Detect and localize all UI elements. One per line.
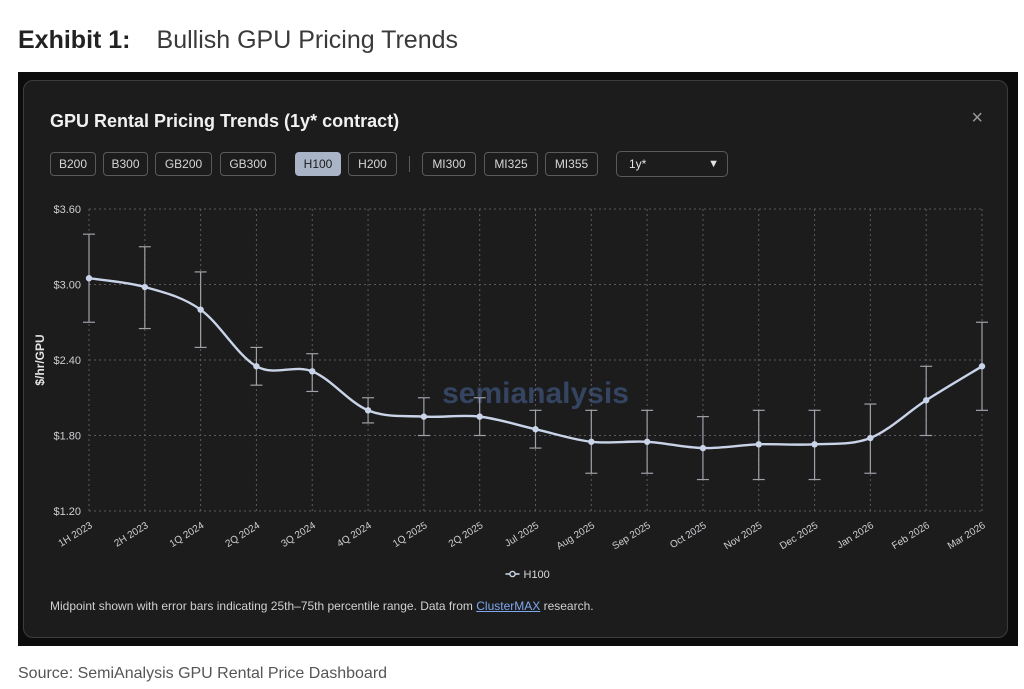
data-point [532, 426, 539, 433]
chart-panel: GPU Rental Pricing Trends (1y* contract)… [23, 80, 1008, 638]
x-tick-label: 2Q 2024 [224, 520, 263, 550]
data-point [253, 363, 260, 370]
data-point [643, 438, 651, 445]
y-tick-label: $2.40 [53, 355, 81, 367]
contract-select[interactable]: 1y* ▼ [616, 151, 728, 177]
x-tick-label: Sep 2025 [611, 520, 654, 552]
x-tick-label: Nov 2025 [722, 520, 765, 552]
y-tick-label: $1.20 [53, 506, 81, 518]
exhibit-heading: Exhibit 1: Bullish GPU Pricing Trends [18, 26, 458, 55]
chart-footnote: Midpoint shown with error bars indicatin… [50, 599, 594, 613]
y-tick-label: $1.80 [53, 431, 81, 443]
x-tick-label: Jan 2026 [835, 520, 876, 551]
data-point [755, 441, 762, 448]
exhibit-label: Exhibit 1: [18, 26, 131, 54]
close-icon[interactable]: × [971, 107, 983, 129]
legend-label: H100 [524, 569, 550, 581]
gpu-button-mi325[interactable]: MI325 [484, 152, 538, 176]
pricing-chart: semianalysis$1.20$1.80$2.40$3.00$3.601H … [33, 204, 988, 581]
x-tick-label: 2Q 2025 [447, 520, 486, 550]
gpu-button-gb300[interactable]: GB300 [220, 152, 276, 176]
source-note: Source: SemiAnalysis GPU Rental Price Da… [18, 665, 388, 682]
x-tick-label: Aug 2025 [555, 520, 598, 552]
contract-select-value: 1y* [629, 157, 647, 171]
data-point [309, 368, 316, 375]
exhibit-title: Bullish GPU Pricing Trends [156, 26, 459, 54]
data-point [476, 413, 483, 420]
data-point [867, 434, 874, 442]
y-tick-label: $3.60 [53, 204, 81, 216]
gpu-button-h200[interactable]: H200 [348, 152, 397, 176]
gpu-button-b200[interactable]: B200 [50, 152, 96, 176]
gpu-button-b300[interactable]: B300 [103, 152, 148, 176]
data-point [922, 397, 930, 404]
data-point [85, 275, 93, 282]
y-tick-label: $3.00 [53, 280, 81, 292]
footnote-text: Midpoint shown with error bars indicatin… [50, 599, 477, 613]
data-point [364, 407, 372, 414]
x-tick-label: Feb 2026 [890, 520, 932, 552]
x-tick-label: Jul 2025 [503, 520, 541, 550]
dashboard-frame: GPU Rental Pricing Trends (1y* contract)… [18, 72, 1018, 646]
gpu-button-mi300[interactable]: MI300 [422, 152, 476, 176]
x-tick-label: 4Q 2024 [335, 520, 374, 550]
chevron-down-icon: ▼ [708, 158, 719, 170]
x-tick-label: Dec 2025 [778, 520, 821, 552]
data-point [699, 444, 707, 452]
x-tick-label: 1Q 2025 [391, 520, 430, 550]
y-axis-label: $/hr/GPU [33, 334, 47, 385]
clustermax-link[interactable]: ClusterMAX [476, 599, 541, 613]
gpu-button-mi355[interactable]: MI355 [545, 152, 598, 176]
x-tick-label: Oct 2025 [668, 520, 709, 551]
gpu-button-h100[interactable]: H100 [295, 152, 341, 176]
footnote-end: research. [540, 599, 594, 613]
panel-title: GPU Rental Pricing Trends (1y* contract) [50, 111, 400, 131]
data-point [141, 283, 149, 291]
data-point [978, 363, 986, 370]
data-point [197, 306, 204, 313]
data-point [811, 441, 818, 448]
x-tick-label: 1H 2023 [57, 520, 95, 550]
data-point [420, 413, 428, 420]
x-tick-label: 3Q 2024 [279, 520, 318, 550]
toolbar-divider [409, 156, 410, 172]
x-tick-label: 1Q 2024 [168, 520, 207, 550]
gpu-button-gb200[interactable]: GB200 [155, 152, 212, 176]
data-point [588, 438, 595, 445]
x-tick-label: 2H 2023 [113, 520, 151, 550]
x-tick-label: Mar 2026 [946, 520, 988, 552]
legend-point-marker [509, 570, 516, 578]
